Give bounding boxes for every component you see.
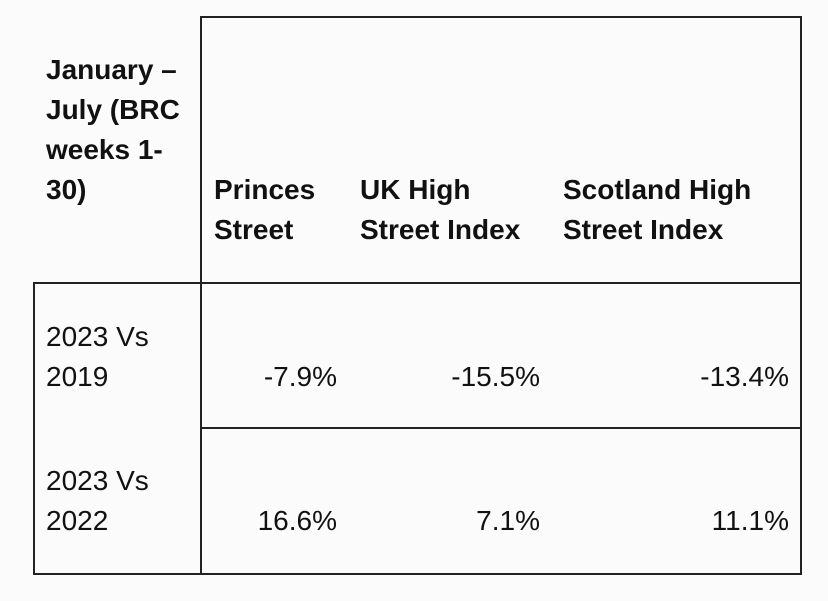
border	[33, 282, 35, 575]
header-cell: UK High Street Index	[360, 174, 521, 245]
header-cell: Princes Street	[214, 174, 316, 245]
cell-value: -13.4%	[700, 361, 789, 392]
cell-value: -7.9%	[263, 361, 337, 392]
border	[33, 573, 802, 575]
border	[201, 16, 802, 18]
border	[200, 16, 202, 575]
border	[33, 282, 802, 284]
cell-value: 7.1%	[476, 505, 540, 536]
row-label: 2023 Vs 2022	[46, 465, 149, 536]
border	[201, 427, 802, 429]
header-cell: Scotland High Street Index	[563, 174, 752, 245]
header-cell: January – July (BRC weeks 1-30)	[46, 54, 180, 205]
row-label: 2023 Vs 2019	[46, 321, 149, 392]
cell-value: 16.6%	[257, 505, 337, 536]
cell-value: -15.5%	[451, 361, 540, 392]
cell-value: 11.1%	[711, 505, 789, 536]
border	[800, 16, 802, 575]
